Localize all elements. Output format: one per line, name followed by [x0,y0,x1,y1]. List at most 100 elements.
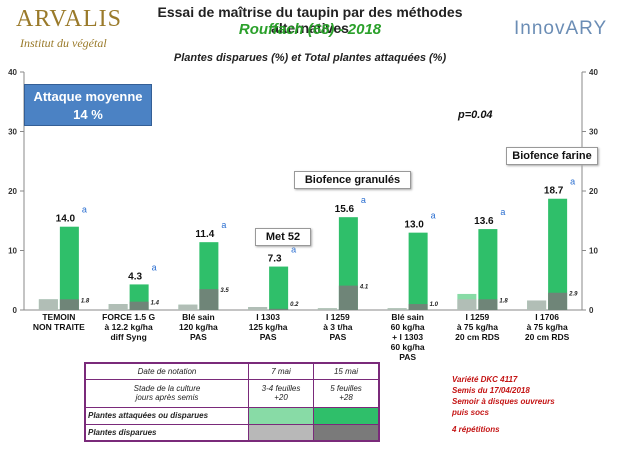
bar-disappeared-15mai [408,304,428,310]
p-value: p=0.04 [458,109,493,121]
disappeared-value-label: 0.2 [290,302,299,308]
total-value-label: 18.7 [544,186,564,197]
category-label: 20 cm RDS [525,332,570,342]
swatch-attacked-15mai [313,406,380,425]
chart-title: Plantes disparues (%) et Total plantes a… [173,52,447,64]
stage-1: 3-4 feuilles +20 [248,378,314,408]
date-header: Date de notation [84,362,249,380]
disappeared-value-label: 2.9 [568,292,578,298]
stat-letter: a [500,207,505,217]
met52-callout: Met 52 [255,228,311,246]
stat-letter: a [221,220,226,230]
bar-attacked-15mai [548,198,568,310]
category-label: à 3 t/ha [323,322,353,332]
category-label: PAS [399,352,416,362]
stat-letter: a [291,245,296,255]
legend-table: Date de notation 7 mai 15 mai Stade de l… [84,362,380,442]
page-title: Essai de maîtrise du taupin par des méth… [157,4,463,36]
category-label: 20 cm RDS [455,332,500,342]
bar-disappeared-15mai [269,308,289,310]
stat-letter: a [361,195,366,205]
trial-notes: Variété DKC 4117 Semis du 17/04/2018 Sem… [452,374,612,435]
category-label: PAS [329,332,346,342]
bar-disappeared-7mai [387,308,407,310]
total-value-label: 4.3 [128,271,142,282]
stage-2: 5 feuilles +28 [313,378,380,408]
category-label: PAS [260,332,277,342]
row-attacked-label: Plantes attaquées ou disparues [84,406,249,425]
category-label: 60 kg/ha [391,342,425,352]
row-disappeared-label: Plantes disparues [84,423,249,442]
stat-letter: a [570,177,575,187]
bar-disappeared-15mai [129,301,149,310]
average-attack-label: Attaque moyenne [33,89,143,104]
bar-attacked-15mai [478,229,498,310]
bar-disappeared-7mai [457,299,477,310]
total-value-label: 14.0 [56,214,76,225]
category-label: I 1259 [466,312,490,322]
y-tick-label-right: 20 [589,187,598,196]
date-2: 15 mai [313,362,380,380]
bar-disappeared-7mai [38,299,58,310]
category-label: I 1706 [535,312,559,322]
stage-1-b: +20 [274,393,288,402]
category-label: Blé sain [391,312,424,322]
disappeared-value-label: 1.8 [499,298,508,304]
bar-disappeared-7mai [317,308,337,310]
logo-brand-text: ARVALIS [16,6,122,32]
category-label: TEMOIN [42,312,75,322]
y-tick-label-left: 20 [8,187,17,196]
date-1: 7 mai [248,362,314,380]
bar-disappeared-15mai [59,299,79,310]
y-tick-label-right: 10 [589,247,598,256]
category-label: à 12.2 kg/ha [105,322,153,332]
y-tick-label-left: 10 [8,247,17,256]
bar-attacked-15mai [269,266,289,310]
disappeared-value-label: 4.1 [359,285,369,291]
swatch-attacked-7mai [248,406,314,425]
note-sowing: Semis du 17/04/2018 [452,386,530,395]
y-tick-label-right: 40 [589,68,598,77]
average-attack-box: Attaque moyenne 14 % [24,84,152,126]
logo-sub-text: Institut du végétal [20,36,107,50]
stage-2-b: +28 [339,393,353,402]
bar-disappeared-7mai [248,307,268,310]
y-tick-label-right: 0 [589,306,594,315]
category-label: FORCE 1.5 G [102,312,155,322]
bar-disappeared-15mai [338,285,358,310]
category-label: 120 kg/ha [179,322,218,332]
biofence-farine-callout: Biofence farine [506,147,598,165]
bar-disappeared-7mai [108,304,128,310]
note-seeder: Semoir à disques ouvreurs [452,397,555,406]
note-variety: Variété DKC 4117 [452,375,518,384]
category-label: à 75 kg/ha [527,322,568,332]
note-seeder-2: puis socs [452,408,489,417]
stage-2-a: 5 feuilles [330,384,362,393]
total-value-label: 13.6 [474,216,494,227]
stage-1-a: 3-4 feuilles [261,384,301,393]
bar-attacked-15mai [408,232,428,310]
stage-label-1: Stade de la culture [133,384,201,393]
category-label: diff Syng [110,332,146,342]
total-value-label: 7.3 [268,254,282,265]
stage-label: Stade de la culture jours après semis [84,378,249,408]
total-value-label: 13.0 [404,220,424,231]
category-label: PAS [190,332,207,342]
y-tick-label-left: 0 [13,306,18,315]
bar-disappeared-7mai [178,304,198,310]
stat-letter: a [431,211,436,221]
total-value-label: 11.4 [195,229,214,240]
average-attack-value: 14 % [73,107,103,122]
disappeared-value-label: 1.8 [81,298,90,304]
category-label: NON TRAITE [33,322,85,332]
bar-disappeared-15mai [478,299,498,310]
category-label: + I 1303 [392,332,423,342]
page-subtitle: Rouffach (68) - 2018 [238,21,382,38]
y-tick-label-right: 30 [589,128,598,137]
biofence-granules-callout: Biofence granulés [294,171,411,189]
logo-right-text: InnovARY [514,18,608,39]
category-label: I 1303 [256,312,280,322]
disappeared-value-label: 1.0 [430,302,439,308]
